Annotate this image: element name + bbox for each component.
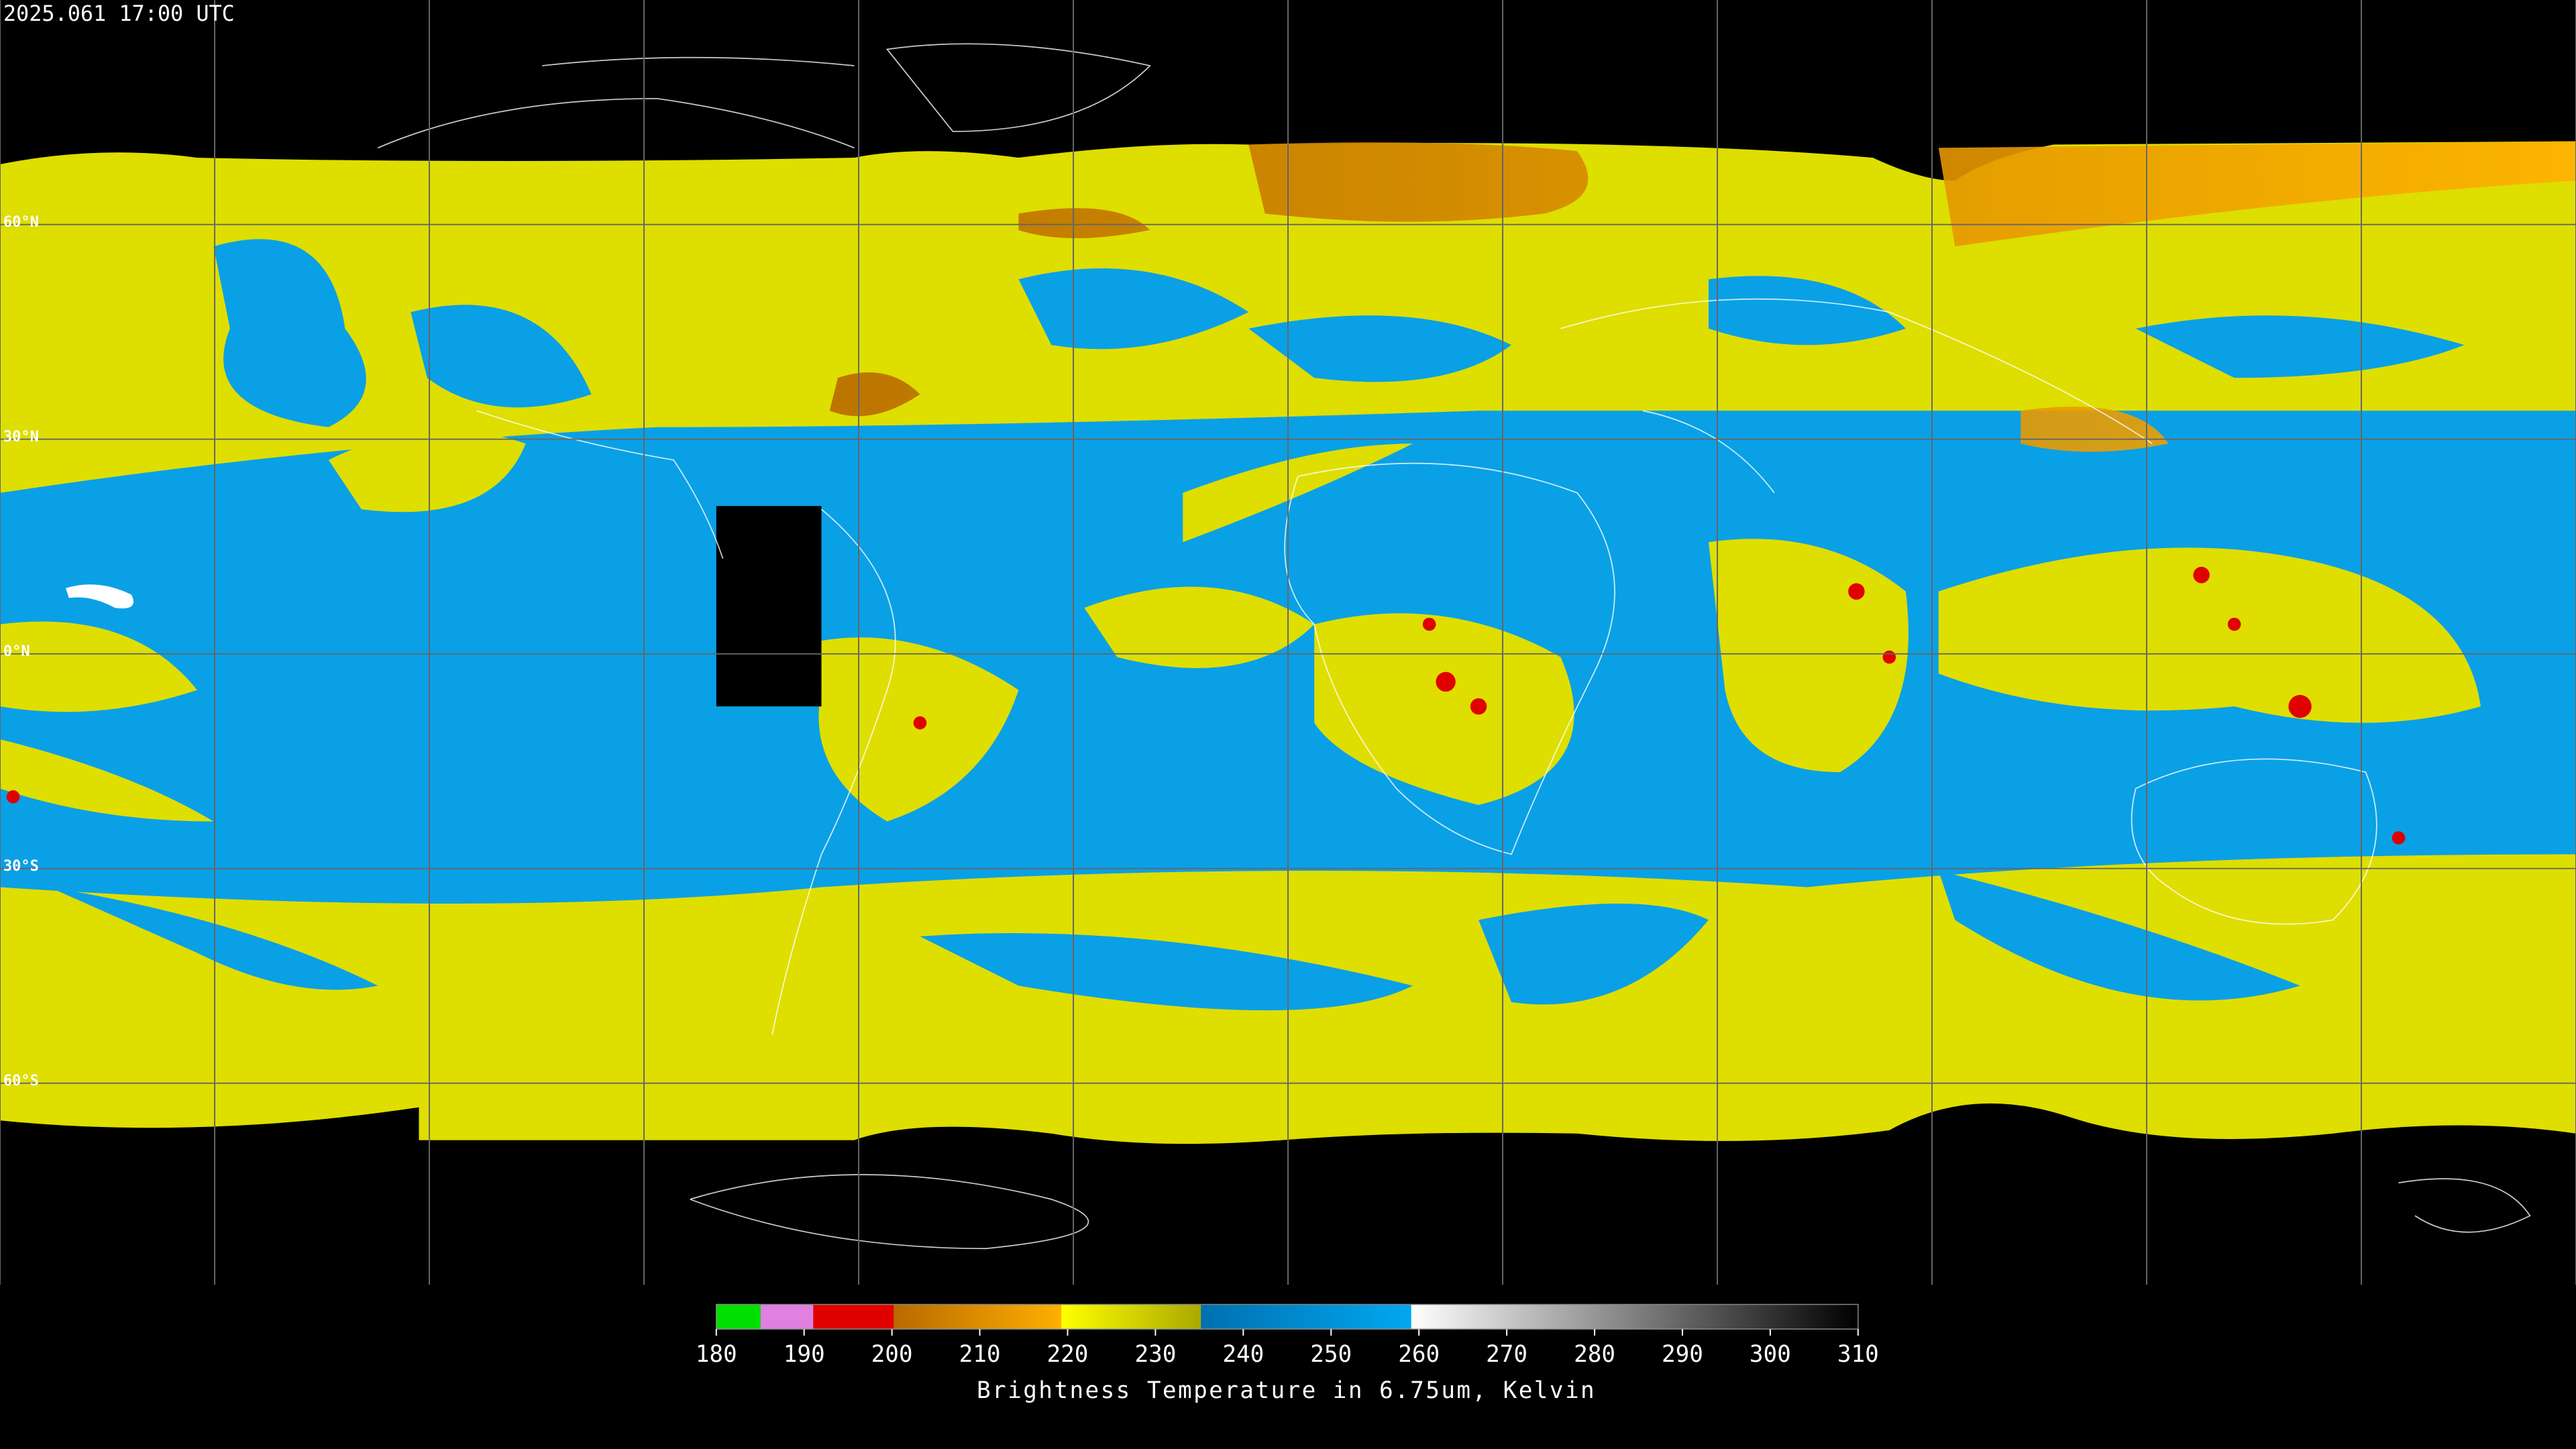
colorbar-tick-label: 260 xyxy=(1398,1341,1440,1368)
colorbar-tick-label: 280 xyxy=(1574,1341,1615,1368)
colorbar-tick-label: 180 xyxy=(696,1341,737,1368)
colorbar-tick-label: 210 xyxy=(959,1341,1001,1368)
latitude-label: 60°N xyxy=(3,214,39,231)
latitude-label: 30°N xyxy=(3,429,39,445)
colorbar-tick-label: 310 xyxy=(1837,1341,1879,1368)
colorbar-tick-label: 250 xyxy=(1310,1341,1352,1368)
graticule xyxy=(0,0,2576,1285)
latitude-label: 60°S xyxy=(3,1073,39,1089)
colorbar-tick-label: 240 xyxy=(1222,1341,1264,1368)
colorbar-tick-label: 220 xyxy=(1047,1341,1089,1368)
colorbar-label: Brightness Temperature in 6.75um, Kelvin xyxy=(977,1377,1596,1404)
latitude-label: 30°S xyxy=(3,858,39,875)
colorbar-tick-label: 270 xyxy=(1486,1341,1527,1368)
colorbar-tick-label: 300 xyxy=(1750,1341,1791,1368)
timestamp: 2025.061 17:00 UTC xyxy=(3,1,235,26)
latitude-label: 0°N xyxy=(3,643,30,660)
colorbar xyxy=(716,1303,1859,1330)
colorbar-tick-label: 290 xyxy=(1662,1341,1703,1368)
colorbar-tick-label: 230 xyxy=(1134,1341,1176,1368)
colorbar-tick-label: 190 xyxy=(784,1341,825,1368)
colorbar-tick-label: 200 xyxy=(871,1341,913,1368)
